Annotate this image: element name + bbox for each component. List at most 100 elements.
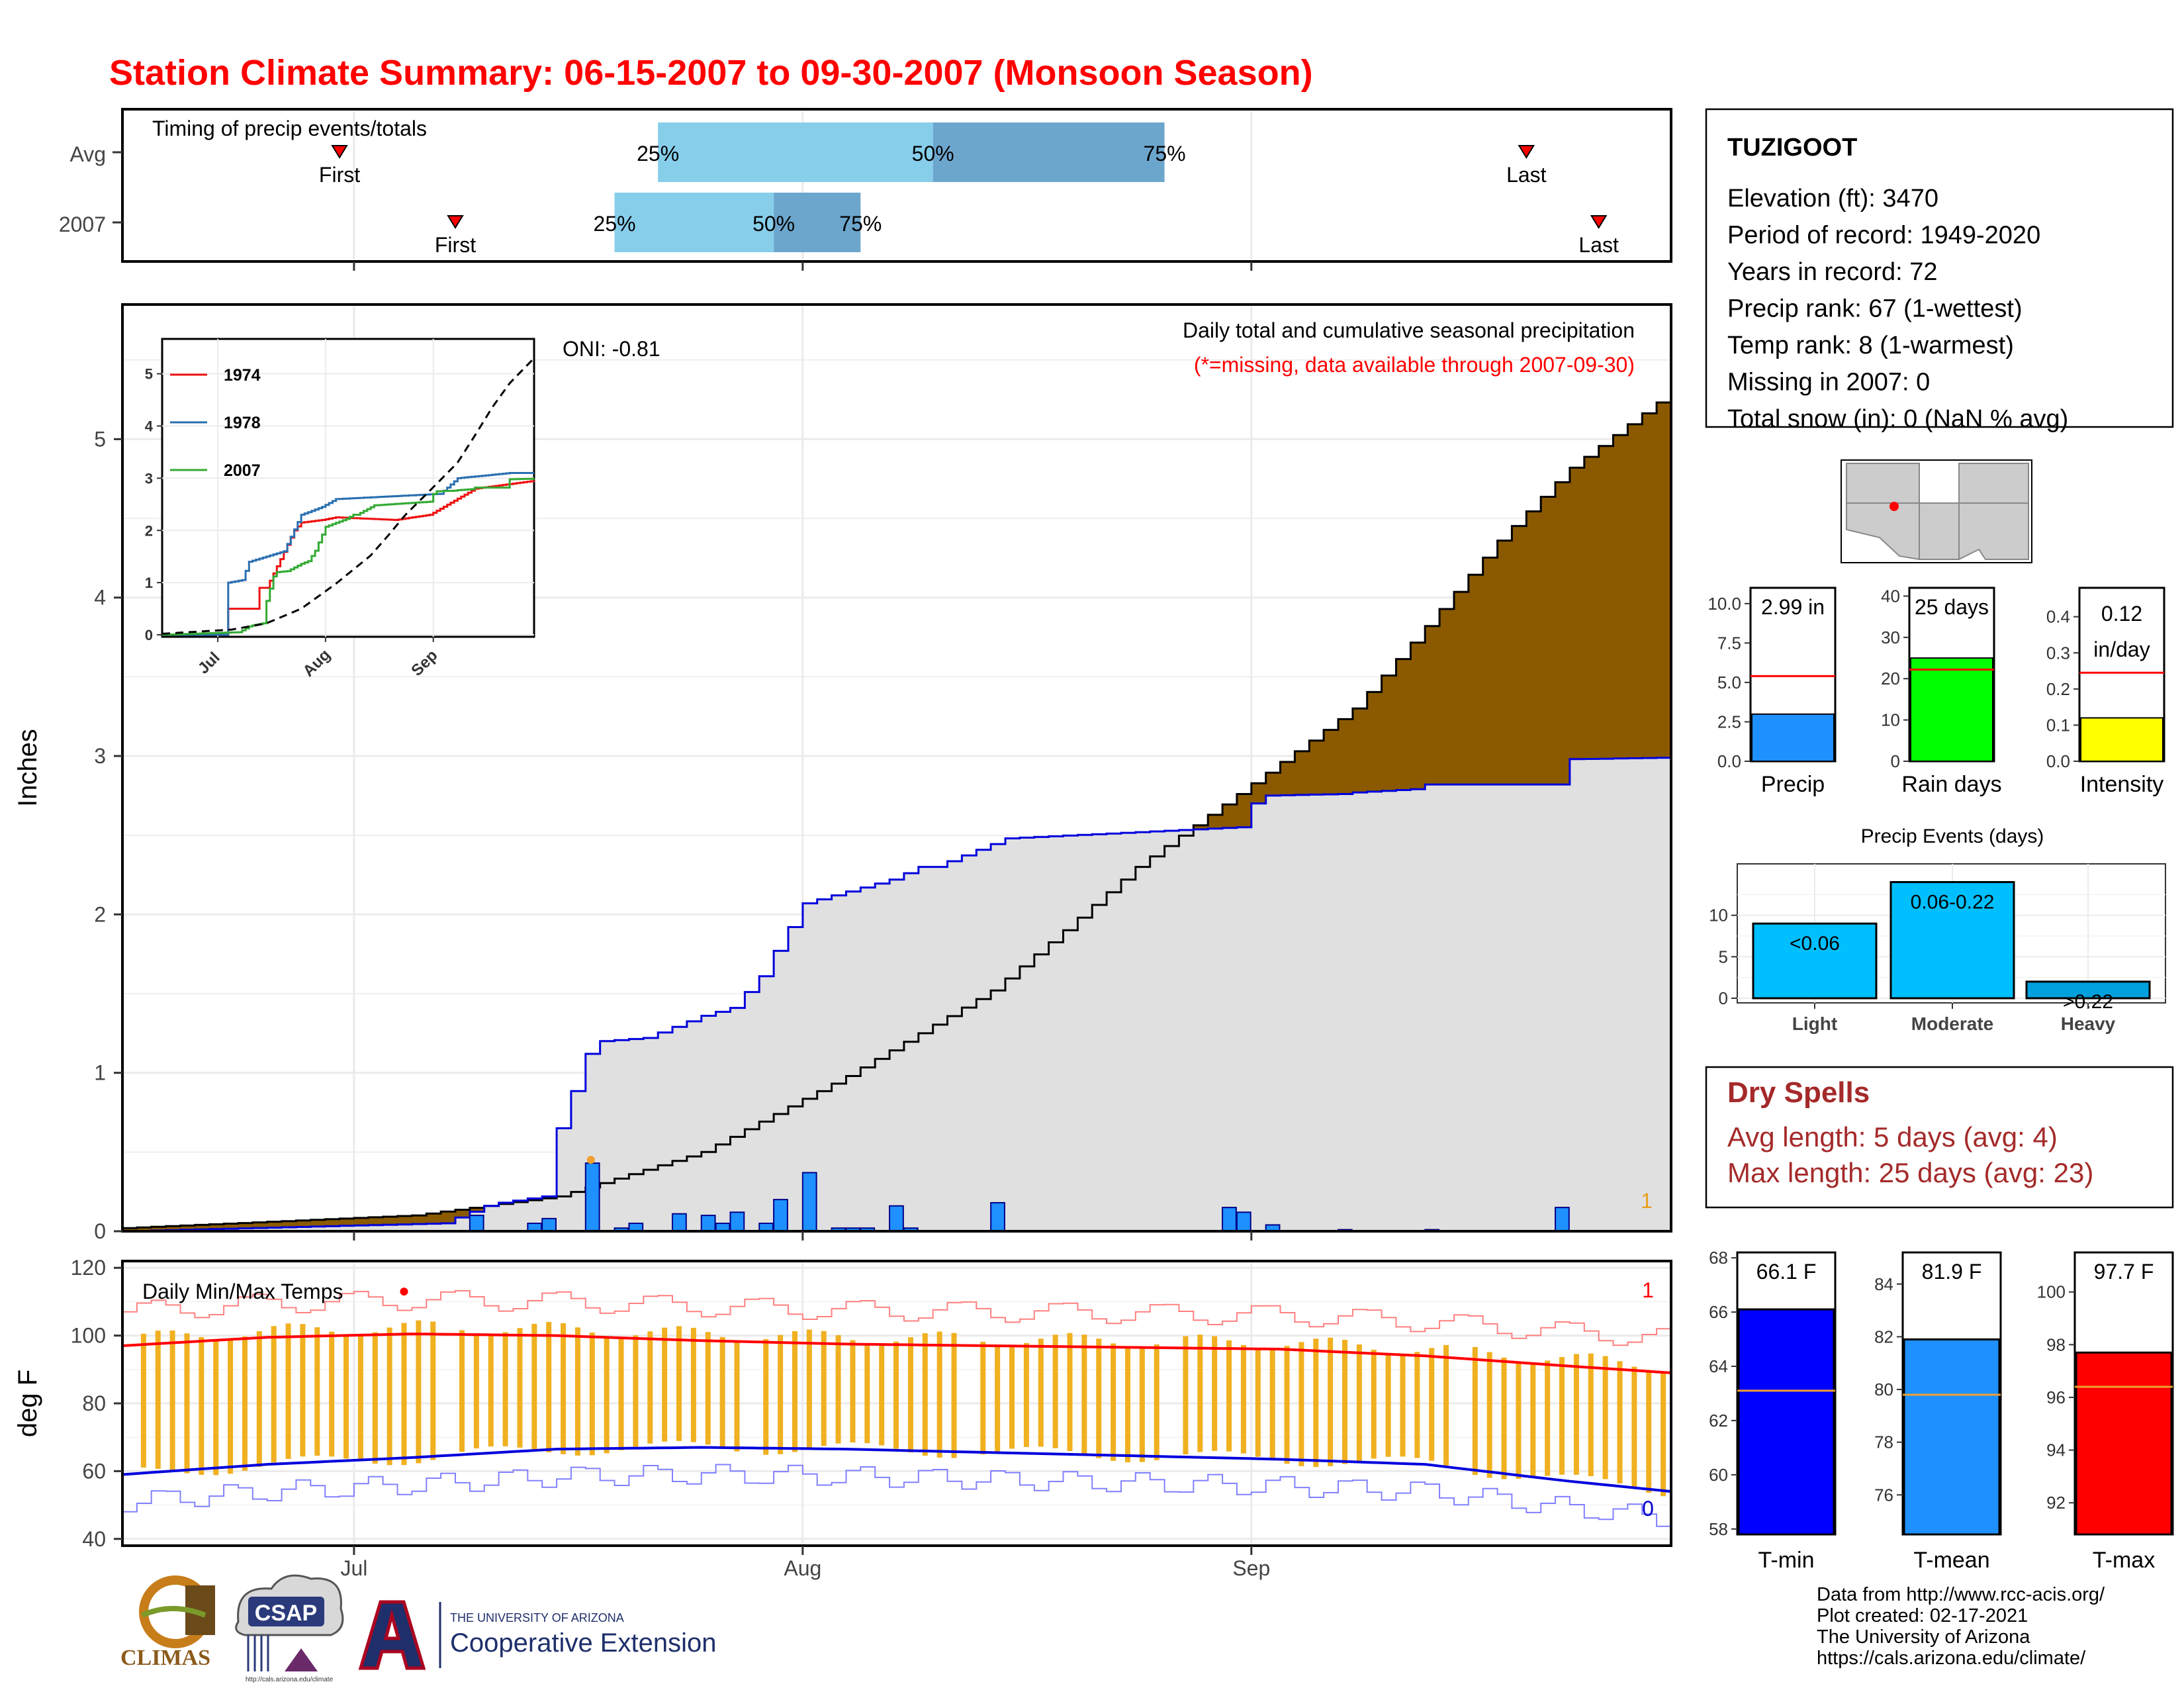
inset-legend-label: 2007 [224, 461, 261, 480]
mini-value-label: 2.99 in [1761, 595, 1825, 619]
mini-value-unit: in/day [2093, 637, 2150, 661]
daily-precip-bar [1222, 1207, 1237, 1232]
daily-precip-bar [541, 1217, 557, 1233]
timing-percent-label: 50% [752, 212, 795, 236]
station-info-frame [1705, 108, 2174, 428]
avg-min-temp-line [122, 1446, 1672, 1493]
mini-value-bar [1910, 657, 1993, 762]
map-state-borders [1846, 463, 2028, 559]
dry-spells-avg: Avg length: 5 days (avg: 4) [1727, 1121, 2058, 1152]
timing-percent-label: 25% [594, 212, 636, 236]
inset-y-tick-label: 0 [145, 627, 153, 643]
events-y-tick-label: 5 [1719, 947, 1728, 966]
timing-bar-50-75 [774, 193, 861, 252]
station-info-box: TUZIGOOT Elevation (ft): 3470 Period of r… [1705, 108, 2174, 433]
precip-y-tick-label: 5 [94, 427, 106, 451]
mini-value-label: 25 days [1915, 595, 1989, 619]
events-y-tick-label: 10 [1709, 906, 1728, 925]
temp-mini-value-bar [1737, 1308, 1835, 1536]
ua-top-text: THE UNIVERSITY OF ARIZONA [450, 1611, 624, 1624]
timing-row-2007: 2007 [59, 212, 106, 236]
oni-label: ONI: -0.81 [563, 337, 660, 361]
footer-line: Data from http://www.rcc-acis.org/ [1817, 1584, 2105, 1605]
timing-first-marker [331, 145, 348, 159]
timing-last-marker [1590, 215, 1608, 229]
year-cumulative-area [122, 757, 1671, 1231]
x-axis-tick-label: Sep [1232, 1556, 1270, 1580]
events-category-label: Heavy [2061, 1013, 2116, 1034]
mini-y-tick-label: 0.1 [2046, 715, 2070, 735]
station-info-line: Temp rank: 8 (1-warmest) [1727, 332, 2014, 359]
precip-y-tick-label: 0 [94, 1219, 106, 1243]
inset-y-tick-label: 4 [145, 418, 154, 435]
footer-line: Plot created: 02-17-2021 [1817, 1605, 2028, 1626]
timing-last-label: Last [1578, 233, 1619, 257]
x-axis-tick-label: Jul [340, 1556, 367, 1580]
temp-mini-y-tick-label: 62 [1709, 1411, 1728, 1430]
temp-y-axis-label: deg F [13, 1370, 42, 1437]
temp-y-tick-label: 120 [71, 1256, 106, 1280]
timing-percent-label: 75% [839, 212, 882, 236]
inset-y-tick-label: 2 [145, 522, 153, 539]
csap-logo: CSAP http://cals.arizona.edu/climate [235, 1574, 344, 1683]
timing-first-label: First [435, 233, 476, 257]
inset-y-tick-label: 1 [145, 575, 153, 591]
precip-y-tick-label: 1 [94, 1061, 106, 1085]
temp-mini-y-tick-label: 92 [2046, 1493, 2066, 1513]
daily-precip-bar [672, 1213, 687, 1232]
timing-panel: 25% 50% 75% First Last 25% 50% 75% First Last Tim… [59, 108, 1672, 263]
timing-bar-25-50 [658, 122, 933, 182]
inset-legend-label: 1978 [224, 414, 261, 432]
mini-y-tick-label: 0.3 [2046, 643, 2070, 663]
mini-value-bar [2080, 717, 2163, 762]
page-title: Station Climate Summary: 06-15-2007 to 0… [109, 53, 1313, 93]
mini-category-label: Precip [1761, 772, 1825, 797]
footer-line: The University of Arizona [1817, 1626, 2030, 1648]
locator-map [1841, 459, 2032, 563]
temp-mini-value-bar [2075, 1351, 2173, 1536]
daily-precip-bar [990, 1201, 1005, 1233]
record-high-marker [400, 1288, 408, 1296]
x-axis: Jul Aug Sep [340, 261, 1270, 1580]
temp-mini-value-bar [1903, 1338, 2001, 1536]
mini-y-tick-label: 7.5 [1717, 633, 1741, 653]
csap-logo-text: CSAP [255, 1601, 317, 1626]
footer-credits: Data from http://www.rcc-acis.org/ Plot … [1817, 1584, 2105, 1669]
temp-mini-y-tick-label: 82 [1874, 1327, 1893, 1346]
precip-missing-note: (*=missing, data available through 2007-… [1194, 353, 1635, 377]
temp-y-tick-label: 40 [82, 1527, 106, 1551]
timing-title: Timing of precip events/totals [152, 117, 427, 140]
footer-line: https://cals.arizona.edu/climate/ [1817, 1648, 2086, 1669]
temp-mini-y-tick-label: 58 [1709, 1519, 1728, 1539]
dry-spells-max: Max length: 25 days (avg: 23) [1727, 1157, 2093, 1188]
temp-mini-y-tick-label: 100 [2037, 1282, 2066, 1302]
year-cumulative-line [122, 757, 1672, 1233]
daily-precip-bar [729, 1211, 745, 1233]
station-info-line: Elevation (ft): 3470 [1727, 185, 1938, 212]
daily-precip-bar [700, 1215, 716, 1232]
timing-last-label: Last [1506, 163, 1547, 187]
events-bar-label: <0.06 [1790, 933, 1840, 955]
tmin-record-count: 0 [1642, 1497, 1654, 1521]
precip-corner-count: 1 [1641, 1189, 1653, 1213]
mini-value-label: 0.12 [2101, 602, 2142, 626]
daily-precip-bar [584, 1162, 600, 1232]
temp-y-tick-label: 80 [82, 1391, 106, 1415]
temp-mini-y-tick-label: 84 [1874, 1274, 1893, 1294]
precip-panel-frame [121, 303, 1672, 1233]
daily-precip-bar [1236, 1211, 1251, 1233]
temp-mini-y-tick-label: 60 [1709, 1465, 1728, 1485]
temp-mini-y-tick-label: 80 [1874, 1380, 1893, 1399]
temp-mini-y-tick-label: 98 [2046, 1335, 2066, 1354]
temp-mini-value-label: 97.7 F [2094, 1260, 2154, 1284]
timing-bar-25-50 [614, 193, 774, 252]
mini-y-tick-label: 0 [1891, 751, 1900, 771]
ua-main-text: Cooperative Extension [450, 1628, 716, 1658]
events-bar-Light [1752, 922, 1878, 1000]
daily-precip-bar [773, 1199, 788, 1232]
events-title: Precip Events (days) [1861, 825, 2044, 847]
daily-precip-bar [889, 1205, 904, 1232]
events-category-label: Moderate [1911, 1013, 1993, 1034]
